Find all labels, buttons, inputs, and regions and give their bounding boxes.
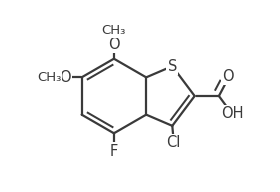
Text: Cl: Cl [166, 135, 180, 150]
Text: S: S [168, 59, 177, 74]
Text: CH₃: CH₃ [37, 71, 61, 84]
Text: F: F [110, 143, 118, 159]
Text: CH₃: CH₃ [102, 24, 126, 37]
Text: O: O [108, 37, 120, 52]
Text: O: O [222, 69, 234, 84]
Text: O: O [59, 70, 71, 85]
Text: OH: OH [221, 106, 244, 121]
